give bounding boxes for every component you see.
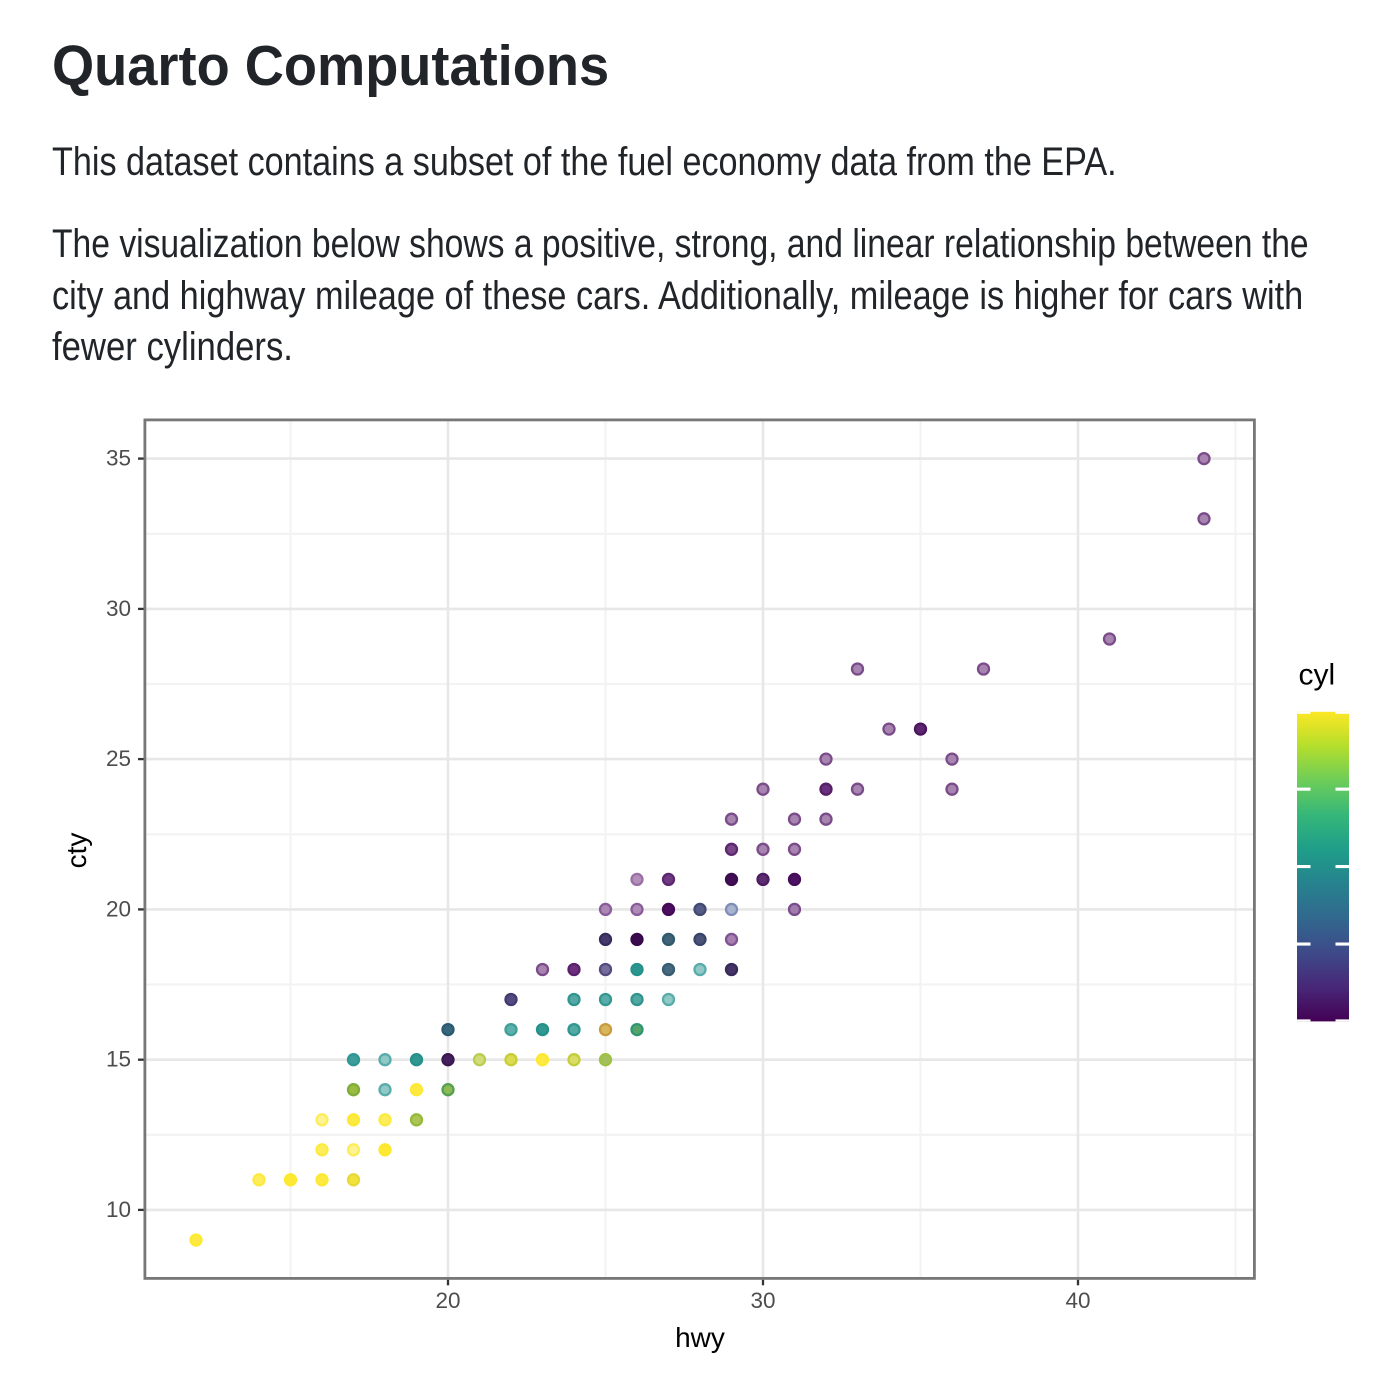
svg-text:20: 20: [435, 1288, 460, 1313]
svg-text:10: 10: [106, 1197, 131, 1222]
svg-text:cty: cty: [61, 833, 92, 869]
svg-text:30: 30: [106, 596, 131, 621]
svg-text:15: 15: [106, 1047, 131, 1072]
svg-text:25: 25: [106, 746, 131, 771]
svg-text:hwy: hwy: [675, 1322, 725, 1353]
svg-text:cyl: cyl: [1298, 659, 1335, 692]
svg-text:30: 30: [750, 1288, 775, 1313]
svg-text:20: 20: [106, 896, 131, 921]
svg-text:35: 35: [106, 446, 131, 471]
svg-text:40: 40: [1065, 1288, 1090, 1313]
